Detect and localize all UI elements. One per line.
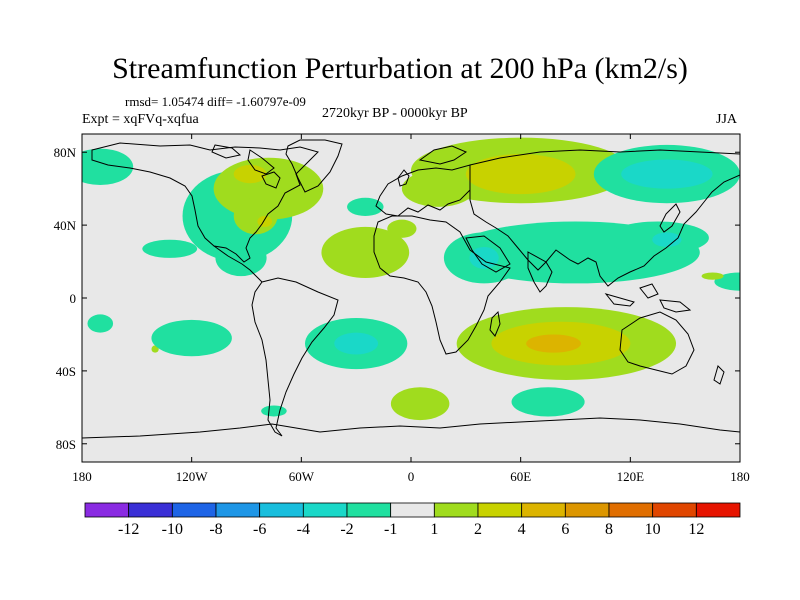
anomaly-region bbox=[465, 154, 576, 195]
anomaly-region bbox=[347, 197, 384, 216]
lon-tick-label: 180 bbox=[730, 469, 750, 484]
anomaly-region bbox=[401, 170, 475, 207]
colorbar-label: -10 bbox=[162, 521, 183, 538]
colorbar-label: 6 bbox=[561, 521, 569, 538]
colorbar-swatch bbox=[346, 502, 392, 518]
anomaly-region bbox=[321, 226, 410, 278]
colorbar-label: 4 bbox=[518, 521, 526, 538]
anomaly-region bbox=[82, 148, 134, 186]
anomaly-region bbox=[511, 387, 585, 417]
colorbar-label: 12 bbox=[688, 521, 704, 538]
colorbar-swatch bbox=[302, 502, 348, 518]
experiment-label: Expt = xqFVq-xqfua bbox=[82, 112, 199, 127]
lon-tick-label: 60W bbox=[289, 469, 315, 484]
anomaly-region bbox=[233, 197, 278, 235]
lat-tick-label: 40N bbox=[54, 218, 77, 233]
colorbar-label: -6 bbox=[253, 521, 266, 538]
anomaly-region bbox=[151, 319, 232, 357]
colorbar-label: -4 bbox=[297, 521, 310, 538]
anomaly-region bbox=[215, 239, 267, 277]
anomaly-region bbox=[621, 159, 713, 189]
anomaly-region bbox=[257, 216, 273, 227]
lat-tick-label: 0 bbox=[70, 291, 77, 306]
period-label: 2720kyr BP - 0000kyr BP bbox=[322, 106, 468, 121]
coastlines bbox=[82, 139, 740, 439]
colorbar-label: -1 bbox=[384, 521, 397, 538]
anomaly-region bbox=[142, 239, 198, 258]
lon-tick-label: 180 bbox=[72, 469, 92, 484]
anomaly-region bbox=[87, 314, 114, 333]
anomaly-region bbox=[701, 272, 724, 280]
anomaly-region bbox=[261, 405, 287, 417]
colorbar-label: -8 bbox=[209, 521, 222, 538]
colorbar-swatch bbox=[477, 502, 523, 518]
colorbar-label: -12 bbox=[118, 521, 139, 538]
anomaly-region bbox=[334, 332, 379, 355]
anomaly-region bbox=[390, 387, 450, 421]
colorbar-swatch bbox=[84, 502, 130, 518]
colorbar-label: 8 bbox=[605, 521, 613, 538]
colorbar-swatch bbox=[433, 502, 479, 518]
colorbar-label: -2 bbox=[340, 521, 353, 538]
colorbar-swatch bbox=[564, 502, 610, 518]
colorbar-label: 1 bbox=[430, 521, 438, 538]
map-axes: 180 120W 60W 0 60E 120E 180 80N 40N 0 40S 80S bbox=[54, 134, 750, 484]
lat-tick-label: 80N bbox=[54, 145, 77, 160]
colorbar-swatch bbox=[259, 502, 304, 518]
colorbar-swatch bbox=[695, 502, 741, 518]
colorbar-swatch bbox=[171, 502, 217, 518]
anomaly-region bbox=[387, 219, 417, 238]
colorbar-label: 10 bbox=[645, 521, 661, 538]
colorbar-swatch bbox=[215, 502, 261, 518]
season-label: JJA bbox=[716, 112, 738, 127]
colorbar-swatch bbox=[521, 502, 566, 518]
colorbar: -12 -10 -8 -6 -4 -2 -1 1 2 4 6 8 10 12 bbox=[84, 502, 741, 538]
anomaly-region bbox=[233, 164, 267, 184]
plot-title: Streamfunction Perturbation at 200 hPa (… bbox=[112, 52, 688, 85]
lon-tick-label: 60E bbox=[510, 469, 531, 484]
lon-tick-label: 0 bbox=[408, 469, 415, 484]
lon-tick-label: 120W bbox=[176, 469, 209, 484]
colorbar-swatch bbox=[652, 502, 697, 518]
anomaly-region bbox=[526, 334, 581, 353]
lon-tick-label: 120E bbox=[617, 469, 645, 484]
colorbar-swatch bbox=[390, 502, 435, 518]
lat-tick-label: 80S bbox=[56, 437, 76, 452]
anomaly-region bbox=[672, 237, 680, 246]
colorbar-swatch bbox=[608, 502, 654, 518]
colorbar-label: 2 bbox=[474, 521, 482, 538]
stats-label: rmsd= 1.05474 diff= -1.60797e-09 bbox=[125, 94, 306, 109]
anomaly-field bbox=[82, 137, 740, 421]
lat-tick-label: 40S bbox=[56, 364, 76, 379]
colorbar-swatch bbox=[128, 502, 173, 518]
